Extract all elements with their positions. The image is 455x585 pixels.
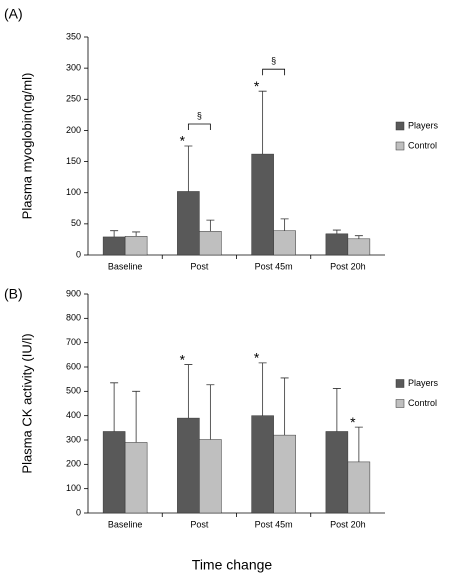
significance-mark: * <box>180 133 186 149</box>
x-axis-label: Time change <box>192 557 273 573</box>
error-bar <box>332 388 341 432</box>
panel-label: (A) <box>4 6 23 22</box>
x-tick-label: Post <box>190 519 209 529</box>
y-tick-label: 500 <box>66 386 81 396</box>
bar <box>325 233 349 256</box>
x-tick-label: Post 20h <box>330 519 366 529</box>
bar <box>199 231 222 256</box>
bar <box>347 461 371 514</box>
y-tick-label: 400 <box>66 410 81 420</box>
significance-mark: * <box>180 351 186 367</box>
y-axis-label: Plasma CK activity (IU/l) <box>19 333 34 473</box>
error-bar <box>132 390 141 443</box>
panel-label: (B) <box>4 286 23 302</box>
y-tick-label: 200 <box>66 459 81 469</box>
y-tick-label: 100 <box>66 187 81 197</box>
x-tick-label: Post 45m <box>255 261 293 271</box>
y-axis-label: Plasma myoglobin(ng/ml) <box>19 73 34 220</box>
bar <box>102 236 126 256</box>
error-bar <box>354 235 363 239</box>
y-tick-label: 200 <box>66 125 81 135</box>
bar <box>251 415 274 514</box>
bracket-label: § <box>271 56 276 66</box>
bar <box>199 439 222 514</box>
x-tick-label: Post <box>190 261 209 271</box>
error-bar <box>110 382 119 432</box>
y-tick-label: 0 <box>76 507 81 517</box>
error-bar <box>258 362 267 416</box>
y-tick-label: 900 <box>66 288 81 298</box>
error-bar <box>184 145 193 192</box>
bar <box>124 236 148 256</box>
bar <box>347 238 371 256</box>
legend-label: Players <box>408 378 439 388</box>
y-tick-label: 50 <box>71 218 81 228</box>
legend-label: Control <box>408 140 437 150</box>
significance-mark: * <box>254 350 260 366</box>
error-bar <box>110 230 119 237</box>
error-bar <box>280 377 289 436</box>
error-bar <box>258 90 267 155</box>
y-tick-label: 350 <box>66 31 81 41</box>
legend-label: Control <box>408 398 437 408</box>
error-bar <box>332 229 341 234</box>
bar <box>102 431 126 514</box>
x-tick-label: Post 20h <box>330 261 366 271</box>
legend-swatch <box>395 379 405 388</box>
y-tick-label: 600 <box>66 361 81 371</box>
bar <box>177 191 200 256</box>
legend-swatch <box>395 399 405 408</box>
y-tick-label: 300 <box>66 63 81 73</box>
error-bar <box>354 426 363 462</box>
y-tick-label: 700 <box>66 337 81 347</box>
y-tick-label: 300 <box>66 434 81 444</box>
error-bar <box>206 384 215 440</box>
error-bar <box>184 364 193 419</box>
y-tick-label: 0 <box>76 249 81 259</box>
bar <box>273 230 296 256</box>
legend-label: Players <box>408 120 439 130</box>
bar <box>273 434 296 514</box>
significance-mark: * <box>350 414 356 430</box>
error-bar <box>206 219 215 232</box>
bracket-label: § <box>197 110 202 120</box>
bar <box>251 153 274 256</box>
bar <box>124 442 148 514</box>
significance-mark: * <box>254 78 260 94</box>
legend-swatch <box>395 121 405 131</box>
y-tick-label: 800 <box>66 313 81 323</box>
bar <box>177 417 200 514</box>
y-tick-label: 150 <box>66 156 81 166</box>
y-tick-label: 100 <box>66 483 81 493</box>
bar <box>325 431 349 514</box>
bracket <box>262 68 286 76</box>
error-bar <box>132 231 141 237</box>
error-bar <box>280 218 289 231</box>
x-tick-label: Baseline <box>108 261 143 271</box>
bracket <box>187 123 211 130</box>
y-tick-label: 250 <box>66 94 81 104</box>
x-tick-label: Post 45m <box>255 519 293 529</box>
x-tick-label: Baseline <box>108 519 143 529</box>
legend-swatch <box>395 141 405 151</box>
